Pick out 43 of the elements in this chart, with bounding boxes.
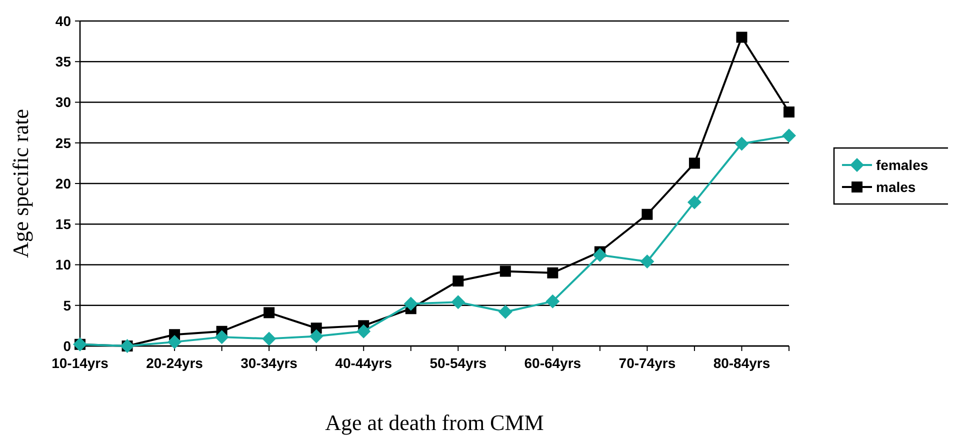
point — [734, 136, 749, 151]
point — [736, 32, 748, 43]
x-tick-label: 10-14yrs — [52, 355, 109, 371]
point — [498, 304, 512, 319]
legend-label: males — [876, 178, 916, 195]
x-axis-title: Age at death from CMM — [325, 410, 544, 435]
x-tick-label: 20-24yrs — [146, 355, 204, 371]
y-tick-label: 15 — [55, 216, 72, 232]
x-tick-label: 70-74yrs — [618, 355, 676, 371]
y-tick-label: 40 — [55, 12, 72, 29]
point — [262, 332, 276, 346]
point — [547, 267, 558, 278]
point — [640, 254, 654, 268]
point — [168, 334, 182, 349]
point — [782, 128, 796, 143]
point — [688, 158, 700, 169]
y-tick-label: 20 — [55, 175, 72, 192]
legend-label: females — [876, 156, 928, 173]
point — [404, 296, 418, 311]
point — [452, 276, 464, 286]
x-tick-label: 80-84yrs — [713, 355, 770, 371]
y-tick-label: 25 — [55, 134, 72, 151]
point — [356, 324, 371, 338]
point — [264, 307, 275, 318]
y-axis-title: Age specific rate — [8, 108, 33, 258]
x-tick-label: 40-44yrs — [335, 355, 392, 371]
x-tick-label: 60-64yrs — [524, 355, 582, 371]
y-tick-label: 35 — [55, 54, 72, 70]
y-tick-label: 0 — [63, 338, 72, 354]
point — [784, 106, 794, 118]
point — [214, 330, 229, 344]
point — [309, 329, 324, 344]
x-tick-label: 30-34yrs — [240, 355, 298, 371]
point — [687, 195, 702, 210]
point — [451, 295, 466, 310]
point — [642, 208, 653, 220]
y-tick-label: 30 — [55, 94, 72, 110]
y-tick-label: 10 — [55, 256, 72, 273]
point — [592, 248, 607, 262]
point — [546, 294, 560, 308]
x-tick-label: 50-54yrs — [430, 355, 487, 371]
y-tick-label: 5 — [63, 297, 72, 314]
point — [500, 266, 511, 277]
